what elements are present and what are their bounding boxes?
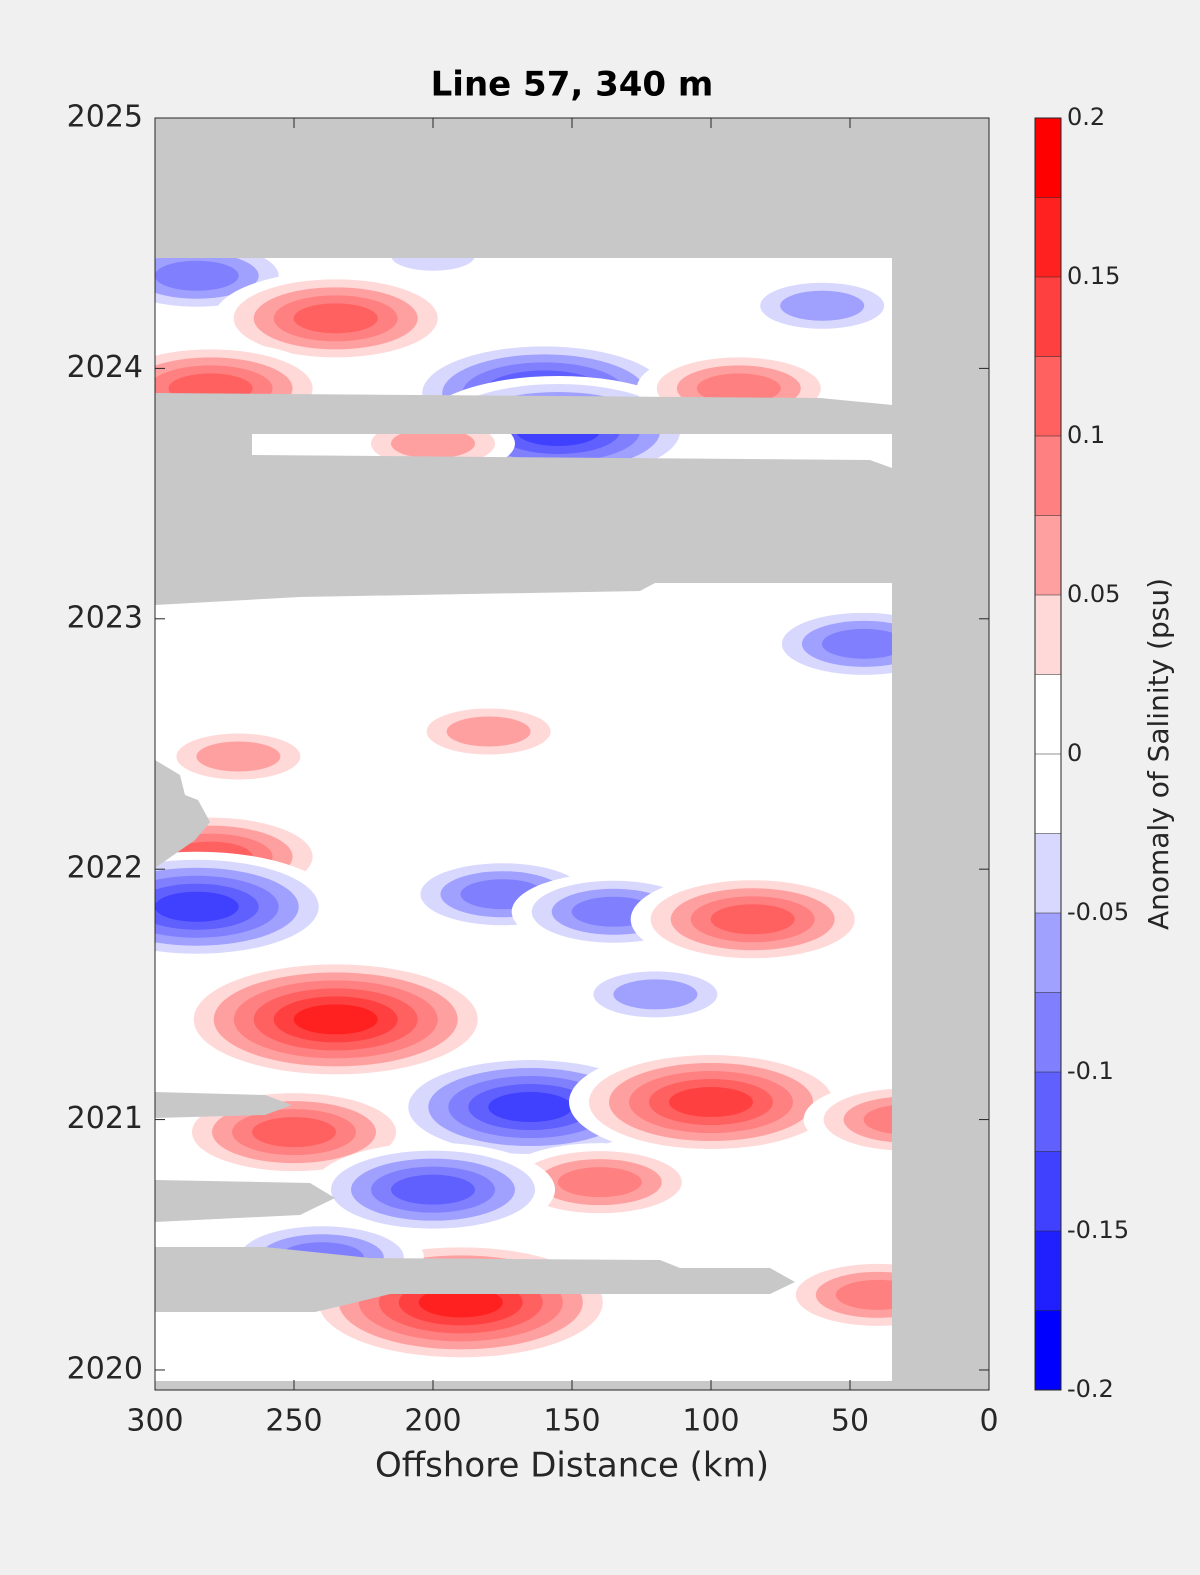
y-tick-label: 2020: [67, 1351, 143, 1386]
anomaly: [740, 274, 892, 337]
colorbar-band: [1035, 992, 1061, 1072]
anomaly: [173, 956, 498, 1083]
x-tick-label: 200: [404, 1404, 461, 1439]
colorbar-band: [1035, 1310, 1061, 1390]
mask: [155, 1092, 292, 1118]
x-tick-label: 150: [543, 1404, 600, 1439]
contour-ring: [710, 904, 795, 935]
contour-ring: [155, 891, 239, 922]
colorbar-tick-label: -0.05: [1067, 898, 1129, 926]
contour-ring: [696, 373, 781, 404]
colorbar-tick-label: -0.2: [1067, 1375, 1114, 1403]
contour-ring: [391, 1174, 475, 1205]
anomaly: [213, 271, 458, 366]
colorbar-band: [1035, 595, 1061, 675]
contour-ring: [418, 1287, 503, 1318]
colorbar-band: [1035, 833, 1061, 913]
anomaly: [573, 963, 738, 1026]
contour-ring: [669, 1087, 753, 1118]
contour-ring: [863, 1105, 892, 1134]
colorbar-tick-label: 0.05: [1067, 580, 1120, 608]
anomaly: [803, 1080, 892, 1159]
mask: [155, 1247, 795, 1312]
contour-ring: [252, 1117, 336, 1148]
contour-ring: [391, 428, 475, 459]
colorbar-band: [1035, 515, 1061, 595]
anomaly: [311, 1142, 555, 1237]
contour-ring: [196, 741, 281, 772]
y-tick-label: 2024: [67, 350, 143, 385]
y-tick-label: 2025: [67, 100, 143, 135]
anomaly: [630, 872, 875, 967]
contour-ring: [835, 1279, 892, 1310]
x-tick-label: 300: [126, 1404, 183, 1439]
colorbar-band: [1035, 197, 1061, 277]
anomaly: [406, 700, 571, 763]
contour-ring: [557, 1167, 642, 1198]
contour-ring: [613, 979, 698, 1010]
contour-ring: [780, 290, 865, 321]
y-tick-label: 2022: [67, 851, 143, 886]
anomaly: [775, 1255, 892, 1334]
colorbar-tick-label: 0.15: [1067, 262, 1120, 290]
contour-ring: [488, 1092, 573, 1123]
contour-ring: [391, 258, 475, 271]
colorbar-band: [1035, 1072, 1061, 1152]
mask: [155, 760, 210, 868]
colorbar-tick-label: 0.1: [1067, 421, 1105, 449]
contour-ring: [293, 303, 378, 334]
colorbar-band: [1035, 356, 1061, 436]
colorbar-band: [1035, 118, 1061, 198]
anomaly: [569, 1047, 853, 1158]
contour-ring: [155, 260, 239, 291]
colorbar-band: [1035, 277, 1061, 357]
colorbar-band: [1035, 913, 1061, 993]
colorbar-tick-label: -0.15: [1067, 1216, 1129, 1244]
contour-field: [155, 258, 892, 1366]
x-tick-label: 0: [979, 1404, 998, 1439]
mask: [155, 1180, 335, 1222]
colorbar-box: [1034, 117, 1062, 1391]
colorbar-tick-label: 0.2: [1067, 103, 1105, 131]
x-axis-label: Offshore Distance (km): [375, 1446, 769, 1486]
colorbar-band: [1035, 1151, 1061, 1231]
contour-ring: [821, 628, 892, 659]
y-tick-label: 2021: [67, 1101, 143, 1136]
colorbar-tick-label: 0: [1067, 739, 1082, 767]
mask: [155, 393, 892, 605]
contour-ring: [446, 716, 531, 747]
x-tick-label: 250: [265, 1404, 322, 1439]
colorbar: -0.2 -0.15 -0.1 -0.05 0 0.05 0.1 0.15 0.2: [1034, 103, 1129, 1403]
anomaly: [761, 604, 892, 683]
contour-ring: [293, 1004, 378, 1035]
anomaly: [371, 258, 495, 279]
anomaly: [156, 725, 321, 788]
missing-data: [155, 393, 892, 1312]
colorbar-tick-label: -0.1: [1067, 1057, 1114, 1085]
colorbar-band: [1035, 674, 1061, 754]
colorbar-band: [1035, 436, 1061, 516]
x-tick-label: 50: [831, 1404, 869, 1439]
x-tick-label: 100: [682, 1404, 739, 1439]
anomaly: [155, 851, 339, 962]
colorbar-label: Anomaly of Salinity (psu): [1142, 578, 1175, 930]
chart-title: Line 57, 340 m: [431, 65, 714, 105]
y-tick-label: 2023: [67, 600, 143, 635]
colorbar-band: [1035, 754, 1061, 834]
colorbar-band: [1035, 1231, 1061, 1311]
